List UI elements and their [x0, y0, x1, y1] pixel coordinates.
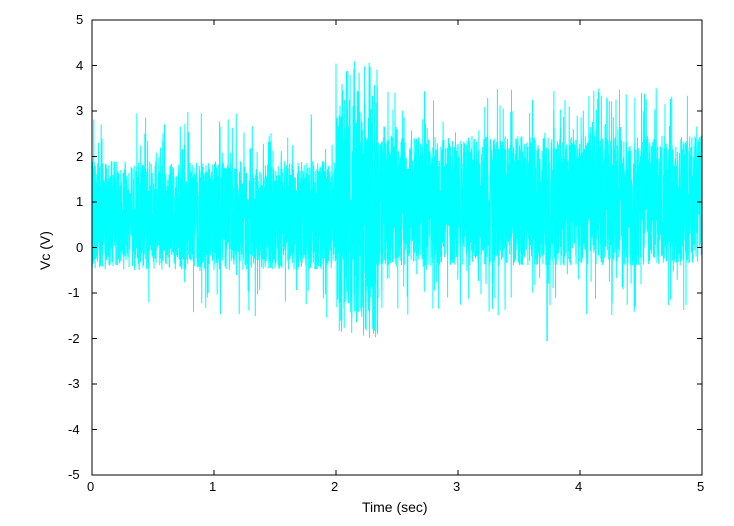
x-tick-label: 4 — [575, 479, 582, 494]
x-tick-label: 3 — [453, 479, 460, 494]
x-tick-label: 1 — [209, 479, 216, 494]
x-axis-label: Time (sec) — [362, 499, 428, 515]
x-tick-label: 2 — [331, 479, 338, 494]
plot-area — [92, 20, 702, 475]
y-tick-label: -1 — [68, 285, 80, 300]
y-tick-label: 5 — [76, 12, 83, 27]
y-tick-label: 2 — [76, 149, 83, 164]
figure: -5 -4 -3 -2 -1 0 1 2 3 4 5 0 1 2 3 4 5 Vc (V) Time (sec… — [0, 0, 734, 526]
x-tick-label: 0 — [87, 479, 94, 494]
x-tick-label: 5 — [697, 479, 704, 494]
y-tick-label: 0 — [76, 240, 83, 255]
signal-line — [92, 61, 702, 340]
y-tick-label: -5 — [68, 467, 80, 482]
y-tick-label: -4 — [68, 422, 80, 437]
plot-svg — [92, 20, 702, 475]
y-axis-label: Vc (V) — [37, 231, 53, 270]
y-tick-label: 3 — [76, 103, 83, 118]
y-tick-label: -3 — [68, 376, 80, 391]
y-tick-label: -2 — [68, 331, 80, 346]
y-tick-label: 4 — [76, 58, 83, 73]
y-tick-label: 1 — [76, 194, 83, 209]
